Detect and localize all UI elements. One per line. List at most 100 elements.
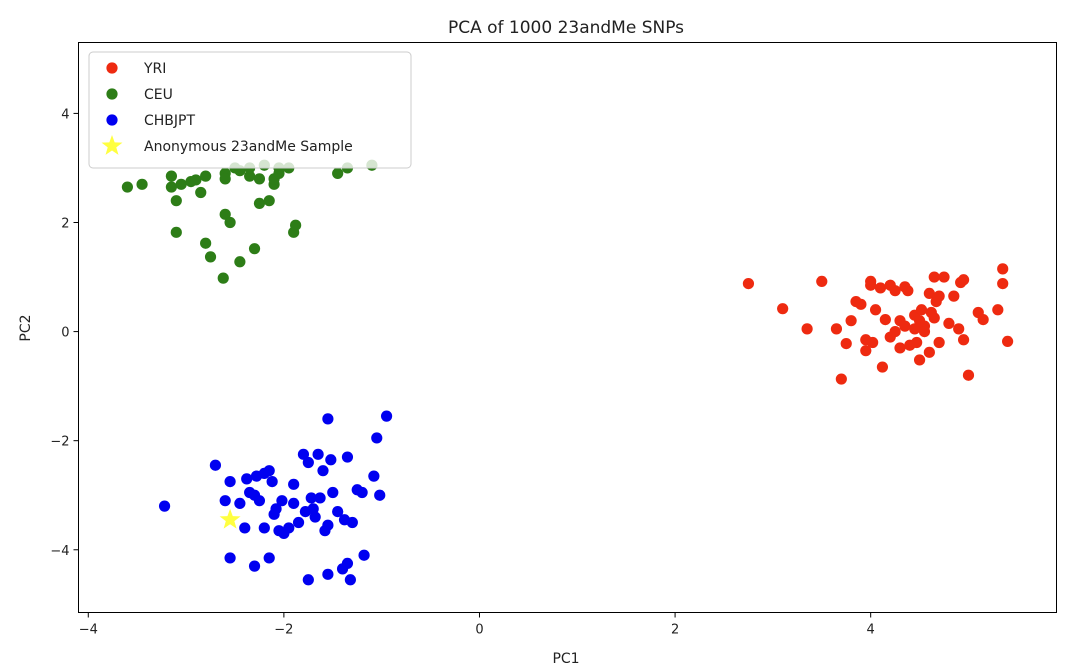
point-ceu-35 xyxy=(332,167,344,180)
point-yri-47 xyxy=(948,290,960,302)
point-chbjpt-35 xyxy=(314,492,326,504)
y-tick-label-1: −2 xyxy=(50,435,69,450)
point-yri-37 xyxy=(923,287,935,300)
y-tick-label-3: 2 xyxy=(61,217,69,232)
point-yri-27 xyxy=(902,285,914,297)
point-yri-3 xyxy=(801,323,813,335)
legend-marker-chbjpt xyxy=(106,114,118,126)
point-yri-58 xyxy=(1002,335,1014,348)
point-yri-56 xyxy=(997,263,1009,275)
point-chbjpt-27 xyxy=(297,448,310,460)
point-chbjpt-29 xyxy=(302,456,314,469)
point-yri-51 xyxy=(957,274,970,286)
point-ceu-20 xyxy=(234,256,246,268)
x-tick-label-0: −4 xyxy=(79,623,98,638)
x-tick-label-3: 2 xyxy=(671,623,679,638)
point-ceu-2 xyxy=(165,170,178,182)
point-yri-48 xyxy=(953,323,965,335)
point-yri-15 xyxy=(869,304,882,316)
point-ceu-1 xyxy=(136,178,148,190)
point-yri-43 xyxy=(933,336,945,349)
point-chbjpt-39 xyxy=(322,519,334,531)
point-chbjpt-42 xyxy=(327,486,339,499)
y-tick-label-0: −4 xyxy=(50,544,69,559)
point-chbjpt-43 xyxy=(332,505,344,518)
x-axis-label: PC1 xyxy=(552,651,579,667)
point-yri-34 xyxy=(915,304,928,316)
point-yri-55 xyxy=(992,304,1004,316)
x-tick-label-4: 4 xyxy=(867,623,875,638)
point-yri-45 xyxy=(938,271,950,283)
point-ceu-3 xyxy=(165,181,178,193)
point-ceu-8 xyxy=(190,174,202,186)
point-chbjpt-14 xyxy=(258,522,270,534)
point-yri-31 xyxy=(911,336,923,349)
point-yri-22 xyxy=(889,325,901,338)
point-ceu-13 xyxy=(217,272,229,284)
point-ceu-0 xyxy=(121,181,133,193)
point-chbjpt-9 xyxy=(248,560,261,572)
legend-marker-anonymous-23andme-sample xyxy=(101,135,123,155)
point-anonymous-23andme-sample-0 xyxy=(219,508,241,529)
point-chbjpt-36 xyxy=(317,465,329,477)
point-chbjpt-46 xyxy=(341,451,354,463)
point-ceu-5 xyxy=(170,226,182,238)
point-yri-18 xyxy=(879,313,891,326)
point-ceu-17 xyxy=(224,216,236,229)
plot-frame xyxy=(78,42,1057,613)
point-yri-16 xyxy=(874,282,887,294)
point-chbjpt-34 xyxy=(312,448,324,460)
point-chbjpt-38 xyxy=(322,413,334,425)
point-chbjpt-0 xyxy=(158,500,171,512)
point-chbjpt-56 xyxy=(380,410,393,422)
point-chbjpt-49 xyxy=(346,516,358,529)
legend-box xyxy=(88,51,412,169)
point-yri-6 xyxy=(840,337,852,350)
point-ceu-11 xyxy=(200,237,212,249)
point-yri-5 xyxy=(835,373,847,385)
point-chbjpt-30 xyxy=(302,574,314,586)
point-chbjpt-17 xyxy=(266,475,278,488)
point-yri-14 xyxy=(867,336,879,349)
point-yri-41 xyxy=(928,271,940,283)
point-ceu-15 xyxy=(219,173,231,185)
point-yri-2 xyxy=(816,275,828,288)
point-chbjpt-48 xyxy=(344,574,356,586)
point-chbjpt-52 xyxy=(358,549,370,561)
point-yri-36 xyxy=(918,325,931,338)
point-chbjpt-7 xyxy=(241,473,253,485)
axis-ticks: −4 −2 0 2 4 −4 −2 0 2 4 xyxy=(50,107,874,637)
point-yri-17 xyxy=(876,361,889,373)
point-ceu-10 xyxy=(200,170,212,182)
point-yri-38 xyxy=(923,346,935,358)
point-chbjpt-26 xyxy=(292,516,305,529)
legend-label-ceu: CEU xyxy=(144,87,173,103)
point-chbjpt-15 xyxy=(263,552,275,564)
point-ceu-21 xyxy=(244,170,256,182)
legend: YRI CEU CHBJPT Anonymous 23andMe Sample xyxy=(88,51,412,169)
point-yri-11 xyxy=(860,345,872,357)
point-chbjpt-1 xyxy=(209,459,222,471)
point-ceu-24 xyxy=(253,173,266,185)
point-chbjpt-3 xyxy=(224,475,236,488)
point-chbjpt-33 xyxy=(309,511,321,523)
point-chbjpt-4 xyxy=(224,552,236,564)
point-ceu-16 xyxy=(219,208,231,220)
legend-marker-yri xyxy=(106,62,118,74)
point-ceu-27 xyxy=(263,195,275,207)
legend-label-chbjpt: CHBJPT xyxy=(144,113,195,129)
point-chbjpt-16 xyxy=(263,465,275,477)
point-ceu-9 xyxy=(195,186,207,199)
point-yri-13 xyxy=(865,279,877,291)
point-chbjpt-47 xyxy=(341,557,354,570)
point-yri-46 xyxy=(943,317,955,330)
x-tick-label-2: 0 xyxy=(475,623,483,638)
point-ceu-25 xyxy=(253,197,266,210)
point-chbjpt-54 xyxy=(371,432,383,444)
point-chbjpt-6 xyxy=(239,522,251,534)
point-chbjpt-53 xyxy=(368,470,380,482)
chart-title: PCA of 1000 23andMe SNPs xyxy=(448,18,684,38)
point-yri-26 xyxy=(899,320,911,332)
point-chbjpt-25 xyxy=(288,497,300,510)
